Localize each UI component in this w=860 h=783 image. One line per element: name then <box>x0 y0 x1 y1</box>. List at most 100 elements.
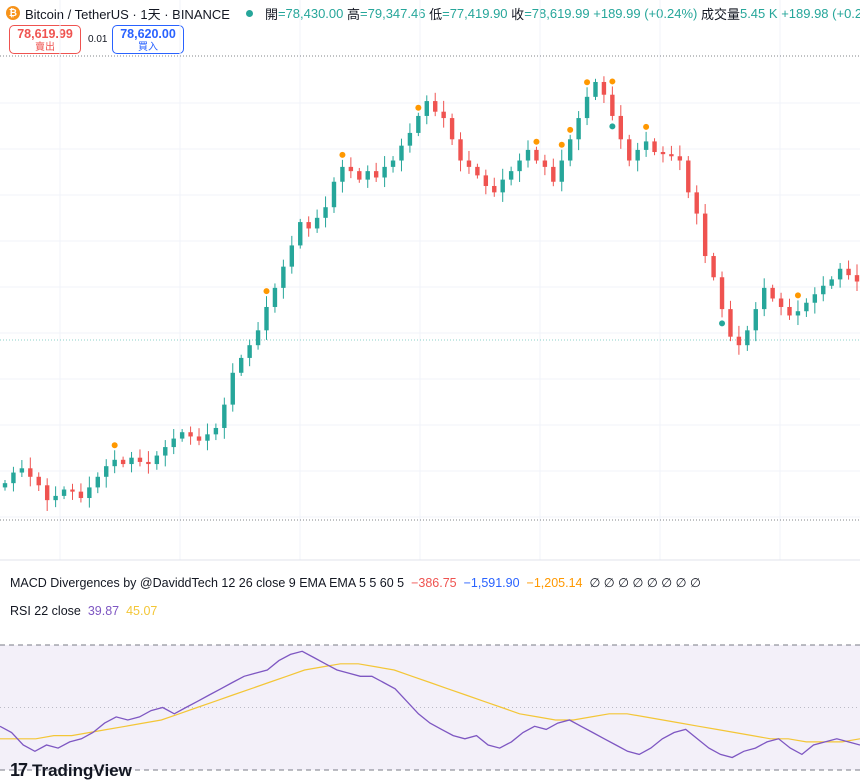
low-label: 低 <box>429 6 443 22</box>
candle-body <box>483 175 489 186</box>
candle-body <box>846 268 851 276</box>
candle-body <box>584 96 590 119</box>
candle-body <box>762 287 767 310</box>
candle-body <box>61 489 67 496</box>
divergence-markers <box>111 78 801 449</box>
candle-body <box>272 287 278 307</box>
candle-body <box>28 468 33 477</box>
divergence-dot <box>643 123 650 130</box>
divergence-dot <box>567 126 574 133</box>
candle-body <box>314 217 320 229</box>
candle-body <box>238 357 244 373</box>
rsi-ma-value: 45.07 <box>126 604 158 618</box>
close-value: =78,619.99 <box>524 5 590 21</box>
sell-button[interactable]: 78,619.99 賣出 <box>9 25 81 54</box>
candle-body <box>458 139 463 161</box>
candle-body <box>424 101 429 116</box>
macd-empty-values: ∅ ∅ ∅ ∅ ∅ ∅ ∅ ∅ <box>589 576 701 590</box>
candle-body <box>525 149 531 161</box>
candle-body <box>627 139 632 161</box>
candle-body <box>677 156 683 161</box>
divergence-dot <box>609 78 616 85</box>
divergence-dot <box>533 138 540 145</box>
candle-body <box>441 111 446 119</box>
candle-body <box>53 495 58 501</box>
high-value: =79,347.46 <box>360 5 426 21</box>
candle-body <box>306 222 311 229</box>
candle-body <box>87 487 92 499</box>
candle-body <box>770 287 775 299</box>
candle-body <box>11 472 16 484</box>
price-change: +189.99 (+0.24%) <box>593 5 698 21</box>
candle-body <box>778 298 784 307</box>
candle-body <box>787 306 792 316</box>
buy-price: 78,620.00 <box>120 27 176 41</box>
candle-body <box>542 160 548 167</box>
candle-body <box>643 141 649 150</box>
candle-body <box>112 459 117 467</box>
candle-body <box>534 149 539 161</box>
candle-body <box>736 336 742 346</box>
candle-body <box>36 476 41 486</box>
candle-body <box>230 372 235 405</box>
buy-label: 買入 <box>138 42 158 53</box>
candle-body <box>104 466 109 477</box>
candle-body <box>196 436 202 441</box>
open-label: 開 <box>264 6 278 22</box>
candle-body <box>146 461 151 465</box>
high-label: 高 <box>347 6 361 22</box>
macd-legend[interactable]: MACD Divergences by @DaviddTech 12 26 cl… <box>10 575 701 590</box>
candle-body <box>694 192 699 214</box>
divergence-dot <box>609 123 616 130</box>
volume-change: +189.98 (+0.24%) <box>781 5 860 21</box>
tradingview-mark-icon: 17 <box>10 760 28 780</box>
chart-grid <box>0 0 860 560</box>
rsi-ma-line <box>0 663 860 743</box>
candle-body <box>508 171 514 180</box>
candle-body <box>821 285 826 295</box>
chart-legend: ₿ Bitcoin / TetherUS · 1天 · BINANCE 開 =78… <box>6 4 860 22</box>
candle-body <box>711 256 716 278</box>
candle-body <box>618 115 624 140</box>
candle-body <box>247 345 252 358</box>
bitcoin-icon: ₿ <box>6 6 20 20</box>
candle-body <box>399 145 404 161</box>
candle-body <box>559 160 564 182</box>
candle-body <box>205 434 210 441</box>
macd-title: MACD Divergences by @DaviddTech 12 26 cl… <box>10 576 405 590</box>
buy-button[interactable]: 78,620.00 買入 <box>112 25 184 54</box>
candle-body <box>222 404 227 428</box>
candle-body <box>44 485 50 501</box>
price-lines <box>0 55 860 521</box>
candle-body <box>357 171 362 180</box>
candle-body <box>466 160 472 167</box>
candle-body <box>137 457 143 462</box>
tradingview-logo[interactable]: 17 TradingView <box>10 760 132 781</box>
candle-body <box>795 311 801 316</box>
candle-body <box>669 154 674 157</box>
candle-body <box>281 266 286 288</box>
candle-body <box>416 115 421 133</box>
volume-value: 5.45 K <box>739 5 778 21</box>
candle-body <box>854 275 860 282</box>
symbol-title[interactable]: Bitcoin / TetherUS · 1天 · BINANCE <box>25 6 230 22</box>
candle-body <box>829 279 834 286</box>
candle-body <box>551 166 556 182</box>
spread-value: 0.01 <box>88 34 108 45</box>
candle-body <box>70 489 75 492</box>
candle-body <box>264 306 269 331</box>
candle-body <box>171 438 176 448</box>
candle-body <box>576 118 581 140</box>
rsi-title: RSI 22 close <box>10 604 81 618</box>
rsi-legend[interactable]: RSI 22 close 39.87 45.07 <box>10 604 157 618</box>
candle-body <box>163 447 168 456</box>
candle-body <box>188 432 193 437</box>
sell-price: 78,619.99 <box>17 27 73 41</box>
candle-body <box>331 181 337 208</box>
divergence-dot <box>415 104 422 111</box>
candle-body <box>728 309 733 337</box>
candle-body <box>567 139 573 161</box>
candle-body <box>213 427 219 435</box>
volume-label: 成交量 <box>700 6 740 22</box>
